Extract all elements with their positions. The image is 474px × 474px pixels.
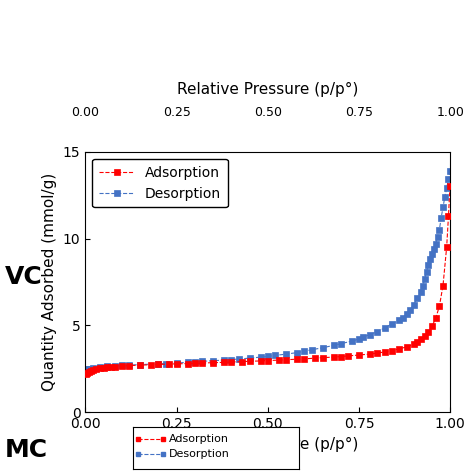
Text: MC: MC [5,438,48,462]
Adsorption [301,356,307,362]
Desorption [447,168,453,173]
Text: VC: VC [5,265,43,289]
Text: Desorption: Desorption [169,449,230,459]
Text: 0.00: 0.00 [71,106,100,118]
Adsorption [84,370,90,375]
Desorption [415,295,420,301]
Adsorption [331,354,337,360]
Desorption [84,366,90,372]
Adsorption [199,360,205,366]
Adsorption [83,371,89,377]
Text: 0.25: 0.25 [163,106,191,118]
X-axis label: Relative Pressure (p/p°): Relative Pressure (p/p°) [177,437,358,452]
Desorption [272,353,278,358]
Legend: Adsorption, Desorption: Adsorption, Desorption [92,159,228,208]
Y-axis label: Quantity Adsorbed (mmol/g): Quantity Adsorbed (mmol/g) [42,173,57,391]
Line: Adsorption: Adsorption [83,183,453,377]
Desorption [407,307,413,313]
Text: Adsorption: Adsorption [169,434,229,444]
Desorption [404,311,410,317]
Text: 1.00: 1.00 [437,106,464,118]
Desorption [420,283,426,288]
Text: Relative Pressure (p/p°): Relative Pressure (p/p°) [177,82,358,97]
Adsorption [396,346,402,352]
Desorption [429,251,435,257]
Line: Desorption: Desorption [84,168,453,372]
Text: 0.75: 0.75 [345,106,373,118]
Text: 0.50: 0.50 [254,106,282,118]
Adsorption [447,183,453,189]
Adsorption [345,353,351,359]
